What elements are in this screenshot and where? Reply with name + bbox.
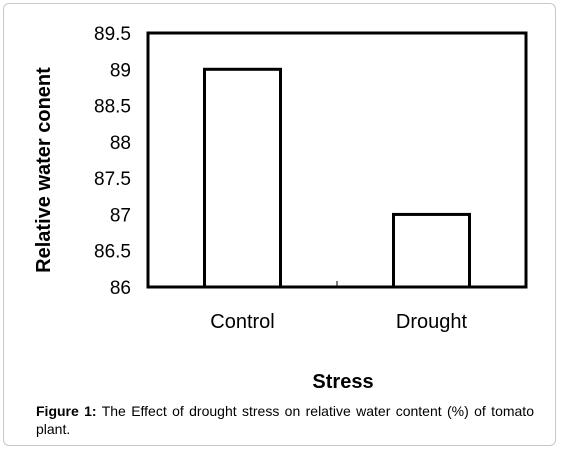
y-tick-label: 86.5 — [94, 242, 131, 263]
y-tick-label: 86 — [110, 278, 131, 299]
x-category-label: Drought — [396, 311, 468, 333]
figure-caption: Figure 1: The Effect of drought stress o… — [36, 402, 534, 438]
caption-label: Figure 1: — [36, 403, 97, 419]
y-tick-label: 87.5 — [94, 169, 131, 190]
x-category-label: Control — [210, 311, 274, 333]
y-tick-label: 89.5 — [94, 24, 131, 45]
bar-control — [203, 67, 282, 289]
y-tick-label: 88.5 — [94, 97, 131, 118]
y-tick-label: 87 — [110, 205, 131, 226]
bar-drought — [392, 212, 471, 289]
caption-text: The Effect of drought stress on relative… — [36, 403, 534, 437]
y-tick-label: 89 — [110, 60, 131, 81]
y-tick-label: 88 — [110, 133, 131, 154]
x-axis-title: Stress — [312, 371, 373, 393]
y-axis-title: Relative water conent — [33, 67, 55, 273]
